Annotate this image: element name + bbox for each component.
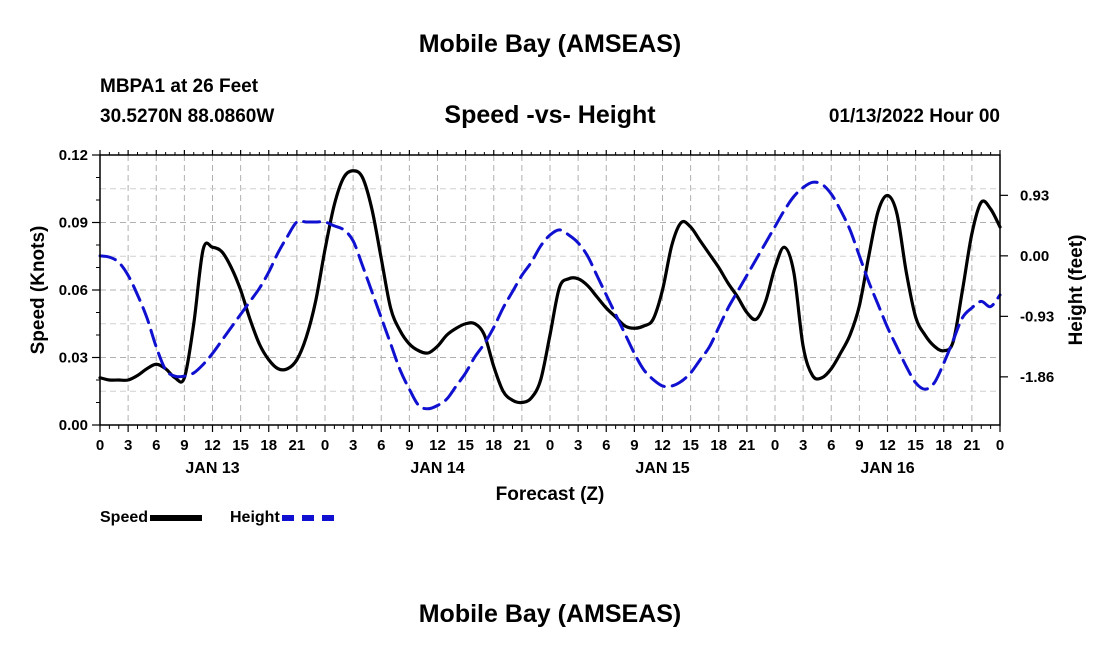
x-tick-label: 15	[682, 437, 699, 454]
x-tick-label: 0	[996, 437, 1004, 454]
series-layer	[98, 169, 1002, 411]
y-tick-label: 0.12	[59, 147, 88, 164]
x-tick-label: 21	[514, 437, 531, 454]
x-tick-label: 9	[630, 437, 638, 454]
y-tick-label: 0.03	[59, 350, 88, 367]
x-tick-label: 6	[602, 437, 610, 454]
x-tick-label: 15	[907, 437, 924, 454]
y-tick-label: 0.00	[59, 417, 88, 434]
x-tick-label: 12	[204, 437, 221, 454]
y2-tick-label: 0.93	[1020, 187, 1049, 204]
legend-height-swatch	[281, 515, 334, 521]
day-label: JAN 16	[860, 460, 914, 477]
x-tick-label: 3	[349, 437, 357, 454]
x-tick-label: 3	[124, 437, 132, 454]
page-title: Mobile Bay (AMSEAS)	[418, 30, 682, 58]
x-tick-label: 18	[710, 437, 727, 454]
legend-speed-swatch	[150, 515, 203, 521]
y2-tick-label: -1.86	[1020, 369, 1054, 386]
x-tick-label: 18	[935, 437, 952, 454]
y-tick-label: 0.06	[59, 282, 88, 299]
height-series-line	[98, 180, 1002, 411]
x-tick-label: 12	[654, 437, 671, 454]
footer-title: Mobile Bay (AMSEAS)	[418, 600, 682, 628]
x-axis-label: Forecast (Z)	[496, 484, 605, 505]
x-tick-label: 15	[232, 437, 249, 454]
x-tick-label: 0	[546, 437, 554, 454]
x-tick-label: 9	[405, 437, 413, 454]
y2-tick-label: 0.00	[1020, 248, 1049, 265]
x-tick-label: 18	[260, 437, 277, 454]
y-axis-label: Speed (Knots)	[28, 226, 49, 355]
axes: 0 3 6 9 12 15 18 21 0 3 6 9 12 15 18 21 0 3 6 9 12 15 18 21 0 3 6 9…	[59, 147, 1054, 477]
x-tick-label: 9	[855, 437, 863, 454]
x-tick-label: 21	[739, 437, 756, 454]
x-tick-label: 6	[377, 437, 385, 454]
x-tick-label: 3	[799, 437, 807, 454]
legend-height: Height	[230, 509, 334, 527]
speed-series-line	[98, 169, 1002, 405]
chart-subtitle: Speed -vs- Height	[444, 101, 656, 129]
x-tick-label: 18	[485, 437, 502, 454]
x-tick-label: 0	[321, 437, 329, 454]
y2-tick-label: -0.93	[1020, 308, 1054, 325]
station-label: MBPA1 at 26 Feet	[100, 76, 259, 97]
grid	[100, 155, 1000, 425]
x-tick-label: 0	[96, 437, 104, 454]
day-label: JAN 15	[635, 460, 689, 477]
x-tick-label: 9	[180, 437, 188, 454]
legend-height-label: Height	[230, 509, 280, 526]
x-tick-label: 6	[152, 437, 160, 454]
legend-speed-label: Speed	[100, 509, 149, 526]
legend-speed: Speed	[100, 509, 203, 527]
x-tick-label: 12	[429, 437, 446, 454]
x-tick-label: 6	[827, 437, 835, 454]
y2-axis-label: Height (feet)	[1066, 235, 1087, 346]
forecast-datetime: 01/13/2022 Hour 00	[828, 106, 1000, 127]
x-tick-label: 21	[964, 437, 981, 454]
coordinates-label: 30.5270N 88.0860W	[100, 106, 275, 127]
x-tick-label: 0	[771, 437, 779, 454]
x-tick-label: 15	[457, 437, 474, 454]
y-tick-label: 0.09	[59, 215, 88, 232]
day-label: JAN 14	[410, 460, 464, 477]
x-tick-label: 3	[574, 437, 582, 454]
x-tick-label: 12	[879, 437, 896, 454]
x-tick-label: 21	[289, 437, 306, 454]
day-label: JAN 13	[185, 460, 239, 477]
